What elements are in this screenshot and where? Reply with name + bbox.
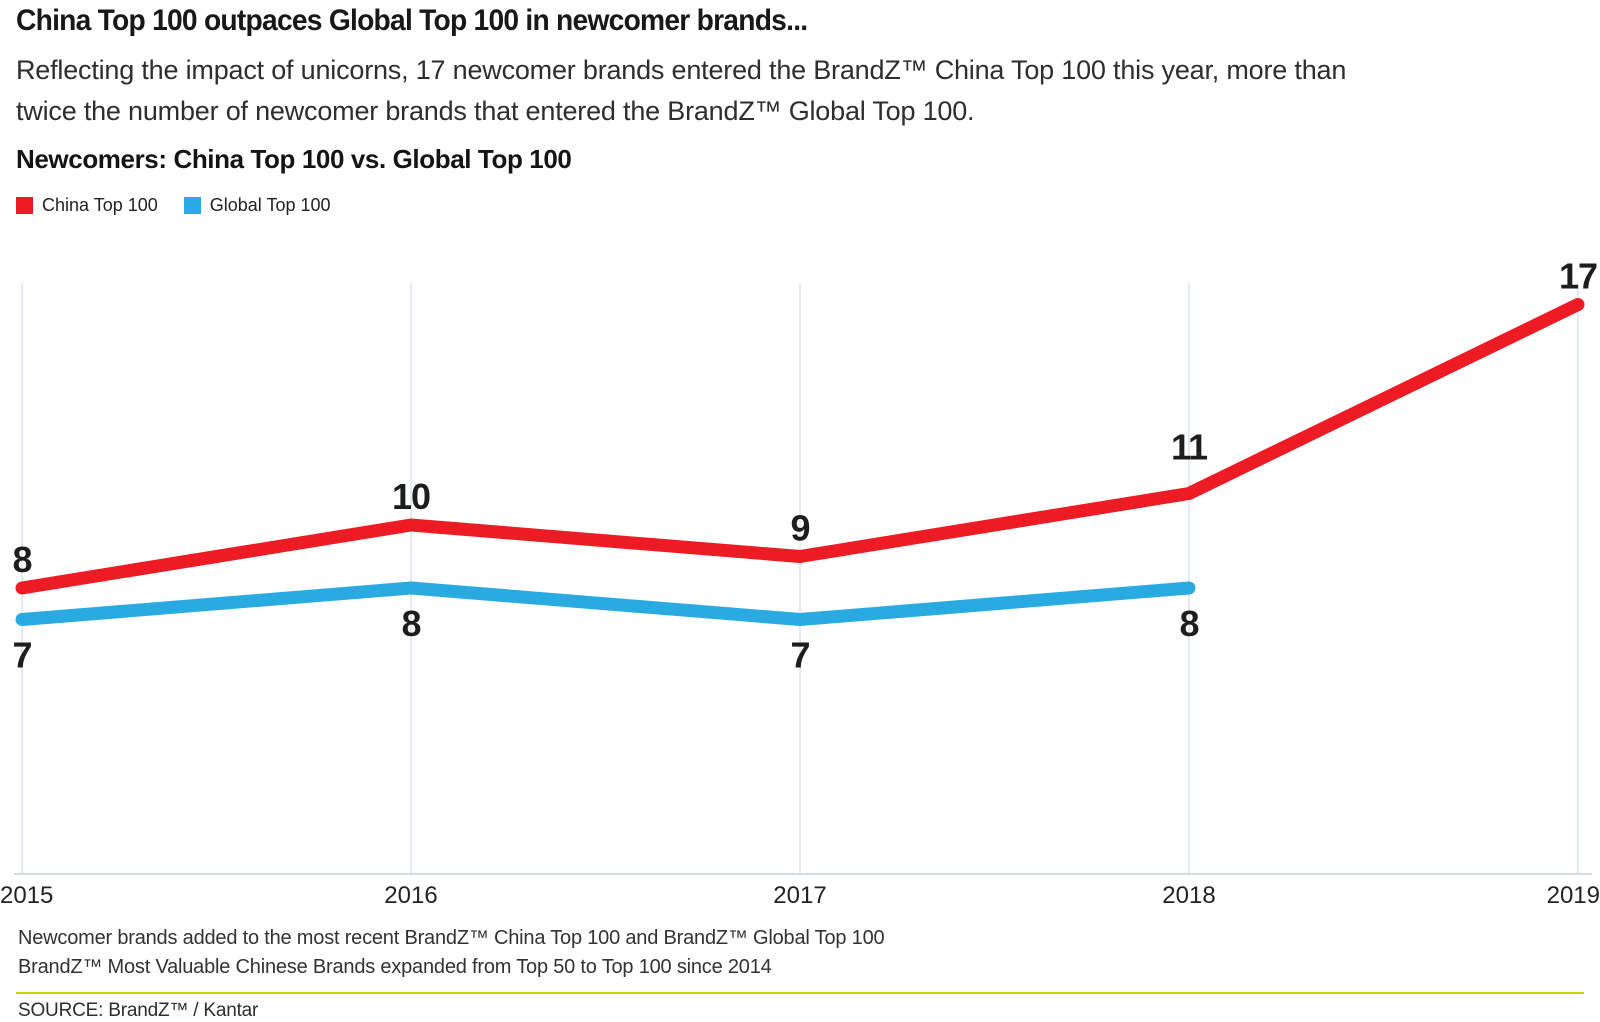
x-tick-2019: 2019 [1547,882,1600,909]
value-label-global-top-100-2018: 8 [1179,603,1198,644]
divider-line [16,992,1584,994]
page-title: China Top 100 outpaces Global Top 100 in… [16,4,808,37]
china-legend-swatch [16,197,33,214]
chart-title: Newcomers: China Top 100 vs. Global Top … [16,144,572,174]
subtitle-line-2: twice the number of newcomer brands that… [16,96,975,126]
value-label-china-top-100-2018: 11 [1171,427,1208,468]
value-label-china-top-100-2019: 17 [1559,256,1597,297]
legend-item-china: China Top 100 [16,195,158,216]
legend-item-global: Global Top 100 [183,195,331,216]
value-label-china-top-100-2015: 8 [12,539,31,580]
x-tick-2017: 2017 [773,882,826,909]
global-legend-label: Global Top 100 [209,195,331,215]
line-chart: 2015 2016 2017 2018 2019 8 10 9 11 17 7 8 7 8 [0,256,1600,910]
subtitle-line-1: Reflecting the impact of unicorns, 17 ne… [16,55,1347,85]
value-label-global-top-100-2017: 7 [790,635,809,676]
footnote-line-2: BrandZ™ Most Valuable Chinese Brands exp… [18,956,772,978]
value-label-china-top-100-2016: 10 [392,476,430,517]
china-top-100-line [15,298,1585,595]
china-legend-label: China Top 100 [42,195,158,215]
value-label-china-top-100-2017: 9 [790,508,809,549]
x-tick-2015: 2015 [0,882,53,909]
footnote-line-1: Newcomer brands added to the most recent… [18,927,885,949]
x-tick-2016: 2016 [384,882,437,909]
value-label-global-top-100-2015: 7 [12,635,31,676]
x-tick-2018: 2018 [1162,882,1215,909]
page-subtitle: Reflecting the impact of unicorns, 17 ne… [16,50,1576,132]
source-text: SOURCE: BrandZ™ / Kantar [18,1000,259,1021]
value-label-global-top-100-2016: 8 [401,603,420,644]
global-legend-swatch [183,197,201,214]
chart-legend: China Top 100 Global Top 100 [16,195,331,216]
chart-footnotes: Newcomer brands added to the most recent… [18,924,885,982]
global-top-100-line [15,581,1196,626]
